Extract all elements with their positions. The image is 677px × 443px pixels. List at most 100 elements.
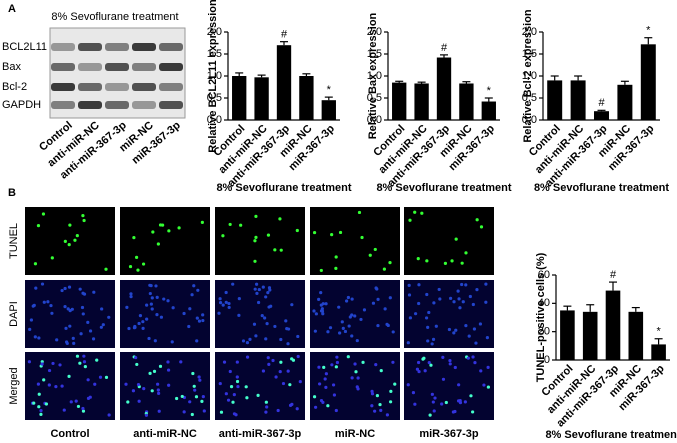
cell-dot <box>60 384 64 388</box>
cell-dot <box>81 312 85 316</box>
cell-dot <box>290 357 294 361</box>
cell-dot <box>195 339 199 343</box>
cell-dot <box>137 321 141 326</box>
cell-dot <box>319 309 324 313</box>
cell-dot <box>273 248 277 252</box>
x-axis-label: 8% Sevoflurane treatment <box>376 182 511 194</box>
blot-row-label: Bcl-2 <box>2 81 27 93</box>
blot-band <box>159 101 183 109</box>
cell-dot <box>373 409 377 413</box>
cell-dot <box>350 376 354 380</box>
cell-dot <box>170 340 174 344</box>
cell-dot <box>180 394 184 399</box>
cell-dot <box>228 222 232 227</box>
cell-dot <box>254 235 258 239</box>
cell-dot <box>444 400 448 405</box>
cell-dot <box>427 360 431 365</box>
cell-dot <box>63 286 67 291</box>
cell-dot <box>485 336 489 340</box>
cell-dot <box>235 360 239 364</box>
cell-dot <box>136 268 140 272</box>
cell-dot <box>218 297 222 301</box>
cell-dot <box>391 360 395 364</box>
cell-dot <box>81 406 85 411</box>
significance-marker: # <box>610 269 617 281</box>
cell-dot <box>267 362 271 366</box>
cell-dot <box>484 300 488 304</box>
cell-dot <box>232 393 236 397</box>
cell-dot <box>281 381 286 386</box>
cell-dot <box>478 322 483 326</box>
micrograph <box>215 352 305 420</box>
cell-dot <box>370 392 375 396</box>
cell-dot <box>425 292 429 297</box>
cell-dot <box>393 382 397 386</box>
cell-dot <box>239 223 243 227</box>
blot-band <box>159 63 183 71</box>
cell-dot <box>338 230 343 235</box>
cell-dot <box>276 408 280 413</box>
blot-row-label: GAPDH <box>2 99 41 111</box>
cell-dot <box>417 283 421 287</box>
y-tick-label: 0.5 <box>367 92 382 104</box>
cell-dot <box>237 313 241 317</box>
blot-row-label: Bax <box>2 61 21 73</box>
cell-dot <box>322 365 326 369</box>
cell-dot <box>353 314 357 318</box>
cell-dot <box>75 234 79 238</box>
cell-dot <box>141 262 146 266</box>
cell-dot <box>449 296 453 300</box>
cell-dot <box>337 305 341 309</box>
cell-dot <box>361 360 365 364</box>
cell-dot <box>423 369 427 373</box>
cell-dot <box>39 412 43 416</box>
cell-dot <box>46 300 50 304</box>
y-tick-label: 0 <box>544 354 550 366</box>
cell-dot <box>330 233 334 237</box>
cell-dot <box>467 334 471 338</box>
cell-dot <box>49 303 53 308</box>
significance-marker: # <box>598 97 605 109</box>
cell-dot <box>157 409 161 413</box>
cell-dot <box>144 413 149 417</box>
cell-dot <box>58 363 62 367</box>
cell-dot <box>448 362 452 366</box>
cell-dot <box>432 409 436 413</box>
cell-dot <box>469 394 473 398</box>
cell-dot <box>134 255 139 259</box>
cell-dot <box>69 400 73 404</box>
cell-dot <box>370 389 374 393</box>
y-tick-label: 0.0 <box>207 114 222 126</box>
cell-dot <box>408 218 412 222</box>
micrograph-row-label: Merged <box>8 367 20 404</box>
micrograph-row-label: DAPI <box>8 301 20 327</box>
bar <box>299 76 314 120</box>
cell-dot <box>50 256 54 260</box>
bar <box>436 57 452 120</box>
cell-dot <box>375 394 380 398</box>
cell-dot <box>433 396 437 400</box>
cell-dot <box>229 384 234 389</box>
significance-marker: * <box>327 84 332 96</box>
cell-dot <box>156 382 160 386</box>
cell-dot <box>376 323 380 328</box>
y-axis-label: Relative BCL2L11 expression <box>207 0 219 153</box>
cell-dot <box>257 287 261 292</box>
cell-dot <box>200 220 204 224</box>
micrograph <box>25 352 115 420</box>
cell-dot <box>334 408 338 413</box>
cell-dot <box>464 251 468 255</box>
cell-dot <box>264 410 268 414</box>
cell-dot <box>252 322 257 326</box>
cell-dot <box>468 294 472 299</box>
cell-dot <box>145 303 149 307</box>
cell-dot <box>296 354 300 359</box>
bar <box>481 101 496 120</box>
y-tick-label: 1.0 <box>207 70 222 82</box>
cell-dot <box>32 401 36 405</box>
cell-dot <box>471 410 475 414</box>
cell-dot <box>312 395 317 399</box>
blot-title: 8% Sevoflurane treatment <box>51 11 178 23</box>
cell-dot <box>253 287 257 291</box>
cell-dot <box>417 301 421 306</box>
